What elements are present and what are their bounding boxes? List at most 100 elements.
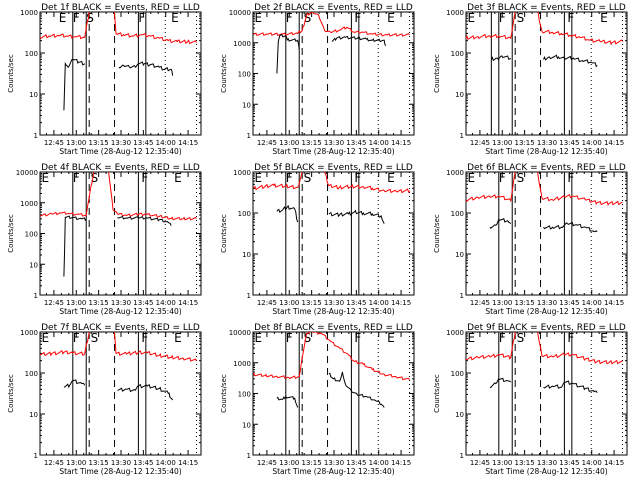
x-tick-label: 12:45	[470, 299, 490, 307]
lld-series-line	[466, 172, 516, 203]
x-tick-label: 13:00	[279, 459, 299, 467]
events-series-line	[489, 377, 512, 388]
x-tick-label: 14:15	[391, 139, 411, 147]
y-axis-label: Counts/sec	[433, 374, 441, 413]
x-tick-label: 13:30	[537, 459, 557, 467]
lld-series-line	[114, 332, 197, 362]
y-tick-label: 1	[247, 132, 251, 140]
plot-frame	[465, 331, 628, 456]
events-series-line	[118, 61, 174, 76]
y-tick-label: 1000	[233, 360, 251, 368]
interval-marker: E	[600, 171, 608, 185]
plot-panel: Det 6f BLACK = Events, RED = LLD 1 10 100 10…	[433, 163, 628, 316]
x-tick-label: 14:00	[369, 459, 389, 467]
plot-frame	[252, 331, 415, 456]
x-tick-label: 12:45	[470, 139, 490, 147]
interval-marker: E	[467, 11, 475, 25]
x-tick-label: 13:45	[133, 299, 153, 307]
y-tick-label: 1	[34, 132, 38, 140]
y-tick-label: 1000	[20, 329, 38, 337]
y-axis-label: Counts/sec	[433, 54, 441, 93]
y-tick-label: 1000	[446, 329, 464, 337]
interval-marker: F	[286, 171, 293, 185]
interval-marker: E	[387, 331, 395, 345]
events-series-line	[490, 55, 512, 62]
events-series-line	[63, 379, 86, 389]
x-tick-label: 14:00	[156, 459, 176, 467]
x-tick-label: 13:15	[89, 299, 109, 307]
interval-marker: F	[286, 331, 293, 345]
interval-marker: S	[517, 11, 525, 25]
x-tick-label: 12:45	[44, 459, 64, 467]
x-tick-label: 14:15	[391, 299, 411, 307]
x-tick-label: 12:45	[44, 299, 64, 307]
x-tick-label: 14:15	[604, 299, 624, 307]
interval-marker: E	[467, 171, 475, 185]
y-tick-label: 1000	[233, 169, 251, 177]
x-tick-label: 14:00	[582, 139, 602, 147]
x-tick-label: 13:45	[559, 299, 579, 307]
plot-frame	[39, 11, 202, 136]
interval-marker: F	[567, 171, 574, 185]
x-tick-label: 13:15	[302, 459, 322, 467]
y-tick-label: 1	[247, 292, 251, 300]
y-tick-label: 1000	[446, 169, 464, 177]
plot-panel: Det 8f BLACK = Events, RED = LLD 1 10 100 10…	[220, 323, 415, 476]
events-series-line	[543, 54, 598, 68]
interval-marker: S	[517, 331, 525, 345]
x-tick-label: 13:30	[111, 139, 131, 147]
events-series-line	[276, 33, 300, 74]
x-tick-label: 13:15	[302, 139, 322, 147]
x-tick-label: 13:15	[515, 299, 535, 307]
plot-frame	[39, 171, 202, 296]
interval-marker: F	[499, 331, 506, 345]
y-tick-label: 100	[238, 391, 251, 399]
x-tick-label: 12:45	[257, 459, 277, 467]
x-tick-label: 13:45	[346, 299, 366, 307]
x-tick-label: 14:00	[369, 139, 389, 147]
interval-marker: E	[254, 171, 262, 185]
interval-marker: F	[567, 331, 574, 345]
lld-series-line	[253, 172, 303, 191]
interval-marker: E	[387, 11, 395, 25]
plot-panel: Det 3f BLACK = Events, RED = LLD 1 10 100 10…	[433, 3, 628, 156]
plot-frame	[465, 171, 628, 296]
x-axis-label: Start Time (28-Aug-12 12:35:40)	[59, 147, 181, 156]
plot-title: Det 7f BLACK = Events, RED = LLD	[41, 323, 200, 333]
lld-series-line	[466, 332, 516, 361]
interval-marker: F	[73, 11, 80, 25]
x-tick-label: 13:45	[133, 459, 153, 467]
lld-series-line	[466, 12, 516, 41]
y-axis-label: Counts/sec	[433, 214, 441, 253]
x-axis-label: Start Time (28-Aug-12 12:35:40)	[59, 467, 181, 476]
interval-marker: E	[174, 171, 182, 185]
x-tick-label: 12:45	[257, 139, 277, 147]
plot-panel: Det 4f BLACK = Events, RED = LLD 1 10 100 10…	[7, 163, 202, 316]
plot-panel: Det 1f BLACK = Events, RED = LLD 1 10 100 10…	[7, 3, 202, 156]
y-tick-label: 10000	[229, 329, 251, 337]
interval-marker: S	[91, 331, 99, 345]
y-axis-label: Counts/sec	[220, 214, 228, 253]
x-tick-label: 13:30	[537, 139, 557, 147]
y-tick-label: 100	[238, 210, 251, 218]
plot-frame	[465, 11, 628, 136]
x-axis-label: Start Time (28-Aug-12 12:35:40)	[272, 307, 394, 316]
x-tick-label: 13:15	[89, 459, 109, 467]
interval-marker: E	[387, 171, 395, 185]
interval-marker: F	[138, 11, 145, 25]
lld-series-line	[108, 172, 197, 221]
y-axis-label: Counts/sec	[7, 54, 15, 93]
x-tick-label: 14:15	[178, 299, 198, 307]
x-tick-label: 13:30	[111, 459, 131, 467]
y-tick-label: 100	[25, 50, 38, 58]
x-tick-label: 14:15	[604, 139, 624, 147]
y-tick-label: 100	[451, 210, 464, 218]
y-tick-label: 1	[34, 292, 38, 300]
y-tick-label: 1	[247, 452, 251, 460]
events-series-line	[117, 383, 174, 401]
y-tick-label: 10	[242, 421, 251, 429]
y-tick-label: 10000	[229, 9, 251, 17]
interval-marker: E	[254, 11, 262, 25]
x-tick-label: 13:15	[515, 139, 535, 147]
interval-marker: F	[354, 11, 361, 25]
